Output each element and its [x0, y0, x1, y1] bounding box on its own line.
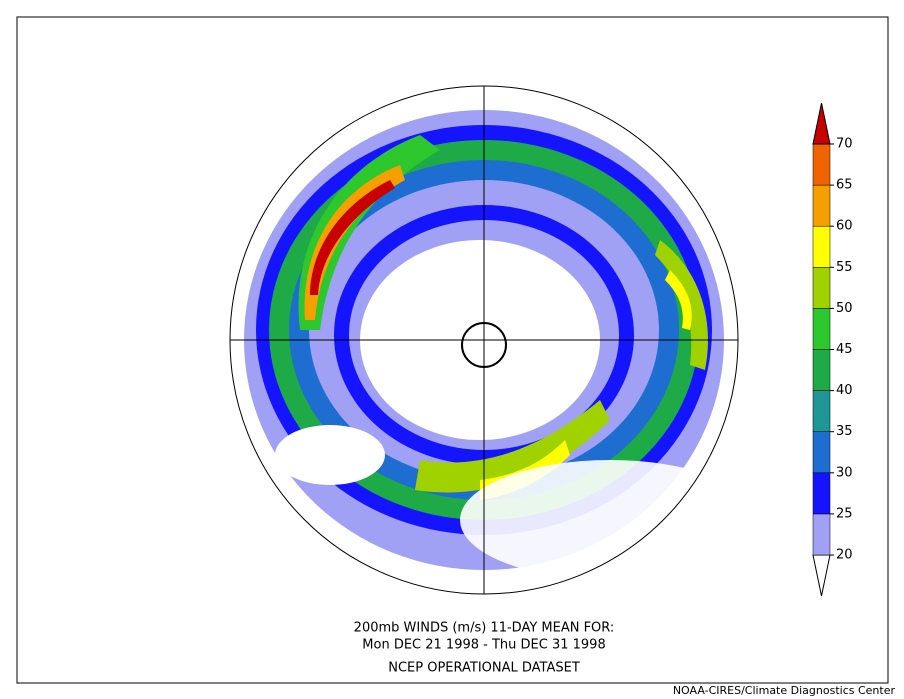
colorbar-band [812, 184, 831, 227]
colorbar-band [812, 143, 831, 186]
colorbar-label: 20 [836, 548, 853, 563]
colorbar-band [812, 431, 831, 474]
colorbar-label: 25 [836, 506, 853, 521]
colorbar-band [812, 349, 831, 391]
colorbar-label: 30 [836, 465, 853, 480]
colorbar-under [812, 554, 831, 597]
colorbar-band [812, 390, 831, 432]
credit: NOAA-CIRES/Climate Diagnostics Center [673, 684, 896, 697]
title-line: 200mb WINDS (m/s) 11-DAY MEAN FOR: [354, 621, 615, 636]
colorbar-band [812, 513, 831, 556]
colorbar-band [812, 308, 831, 350]
colorbar-label: 70 [836, 137, 853, 152]
frame [16, 16, 889, 684]
colorbar-over [812, 102, 831, 145]
colorbar-band [812, 225, 831, 268]
colorbar-band [812, 267, 831, 309]
colorbar: 20 25 30 35 40 45 50 55 60 65 70 [812, 102, 853, 597]
colorbar-label: 35 [836, 424, 853, 439]
title-line: NCEP OPERATIONAL DATASET [388, 661, 580, 676]
colorbar-label: 65 [836, 178, 853, 193]
colorbar-band [812, 472, 831, 515]
colorbar-label: 45 [836, 342, 853, 357]
polar-map [229, 85, 739, 595]
colorbar-label: 50 [836, 301, 853, 316]
colorbar-label: 55 [836, 260, 853, 275]
colorbar-label: 40 [836, 383, 853, 398]
title-line: Mon DEC 21 1998 - Thu DEC 31 1998 [362, 638, 605, 653]
colorbar-label: 60 [836, 219, 853, 234]
